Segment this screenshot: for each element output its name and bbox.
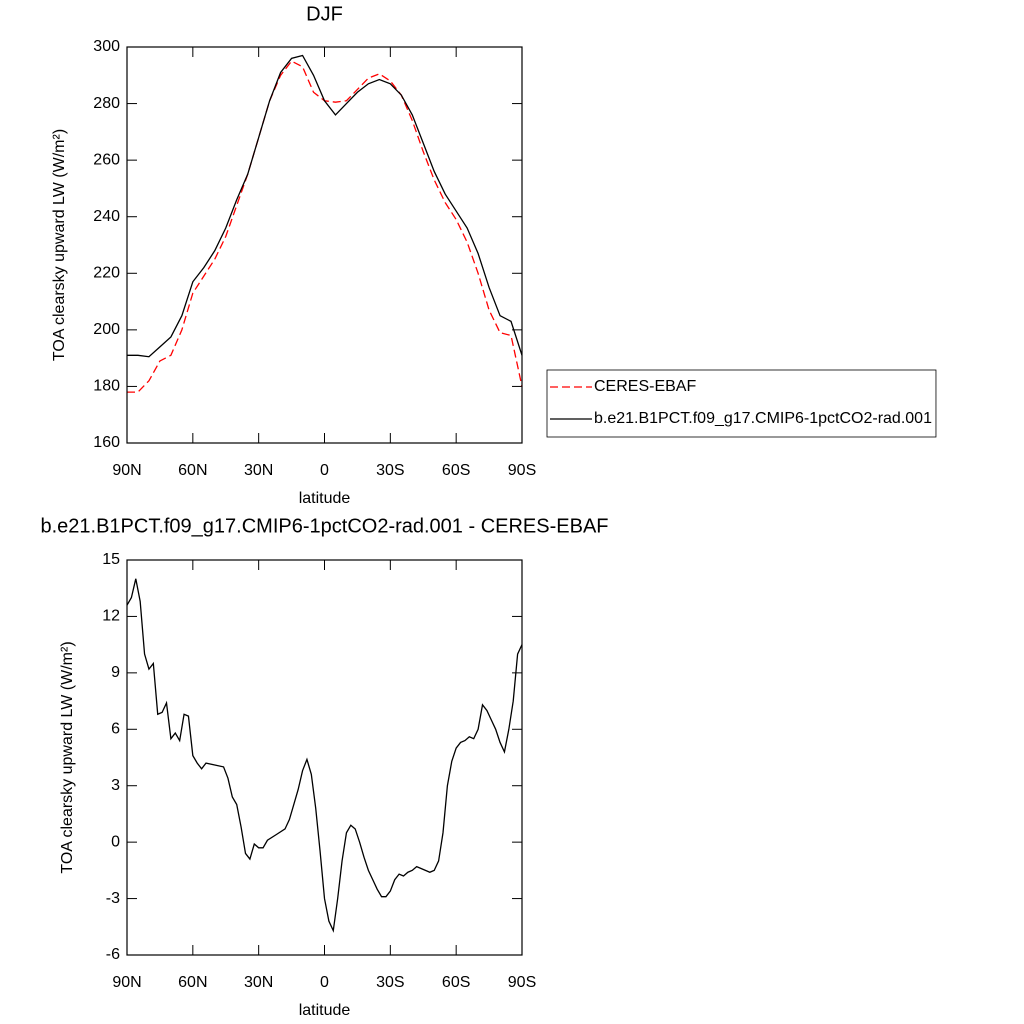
data-line xyxy=(127,54,523,358)
data-line xyxy=(127,60,523,393)
x-tick-label: 30N xyxy=(244,462,273,479)
plot-frame xyxy=(126,559,523,956)
legend-label: CERES-EBAF xyxy=(594,378,696,395)
x-tick-label: 90N xyxy=(112,462,141,479)
plot: DJF latitude TOA clearsky upward LW (W/m²)… xyxy=(51,3,937,507)
chart-title: DJF xyxy=(306,3,343,25)
x-tick-label: 30S xyxy=(376,974,404,991)
x-axis-label: latitude xyxy=(299,490,351,507)
x-tick-label: 0 xyxy=(320,462,329,479)
y-tick-label: -3 xyxy=(106,890,120,907)
y-axis-label: TOA clearsky upward LW (W/m²) xyxy=(51,129,68,361)
y-tick-label: 3 xyxy=(111,777,120,794)
y-tick-label: 160 xyxy=(93,434,120,451)
x-tick-label: 60S xyxy=(442,974,470,991)
y-tick-label: 12 xyxy=(102,608,120,625)
x-tick-label: 90S xyxy=(508,974,536,991)
y-tick-label: 0 xyxy=(111,833,120,850)
x-tick-label: 30N xyxy=(244,974,273,991)
y-axis-label: TOA clearsky upward LW (W/m²) xyxy=(59,641,76,873)
y-tick-label: -6 xyxy=(106,946,120,963)
chart-title: b.e21.B1PCT.f09_g17.CMIP6-1pctCO2-rad.00… xyxy=(40,515,608,537)
x-tick-label: 60S xyxy=(442,462,470,479)
legend-label: b.e21.B1PCT.f09_g17.CMIP6-1pctCO2-rad.00… xyxy=(594,410,932,427)
y-tick-label: 180 xyxy=(93,378,120,395)
y-tick-label: 200 xyxy=(93,321,120,338)
x-tick-label: 60N xyxy=(178,462,207,479)
legend: CERES-EBAF b.e21.B1PCT.f09_g17.CMIP6-1pct… xyxy=(546,369,937,438)
x-tick-label: 90S xyxy=(508,462,536,479)
legend-frame xyxy=(546,369,937,438)
plot: b.e21.B1PCT.f09_g17.CMIP6-1pctCO2-rad.00… xyxy=(40,515,608,1019)
y-tick-label: 6 xyxy=(111,721,120,738)
y-tick-label: 240 xyxy=(93,208,120,225)
y-tick-label: 260 xyxy=(93,151,120,168)
y-tick-label: 220 xyxy=(93,265,120,282)
x-tick-label: 30S xyxy=(376,462,404,479)
data-line xyxy=(126,578,523,933)
x-tick-label: 90N xyxy=(112,974,141,991)
y-tick-label: 9 xyxy=(111,664,120,681)
x-tick-label: 0 xyxy=(320,974,329,991)
plot-frame xyxy=(126,46,523,444)
y-tick-label: 300 xyxy=(93,38,120,55)
x-axis-label: latitude xyxy=(299,1002,351,1019)
y-tick-label: 15 xyxy=(102,551,120,568)
x-tick-label: 60N xyxy=(178,974,207,991)
y-tick-label: 280 xyxy=(93,95,120,112)
